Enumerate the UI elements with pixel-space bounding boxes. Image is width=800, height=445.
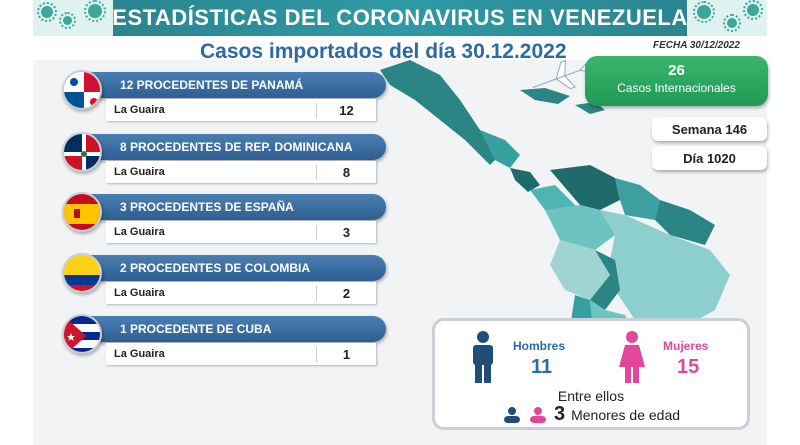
dominican-republic-flag-icon	[62, 132, 102, 172]
count-value: 3	[316, 224, 376, 240]
list-item: La Guaira 12	[106, 99, 376, 121]
week-badge: Semana 146	[652, 117, 767, 141]
country-row-dominican-republic: 8 PROCEDENTES DE REP. DOMINICANA La Guai…	[62, 132, 392, 186]
spain-flag-icon	[62, 192, 102, 232]
list-item: La Guaira 1	[106, 343, 376, 365]
count-value: 1	[316, 346, 376, 362]
panama-flag-icon	[62, 70, 102, 110]
country-header: 8 PROCEDENTES DE REP. DOMINICANA	[80, 134, 386, 160]
virus-decoration-icon	[33, 0, 113, 36]
country-row-spain: 3 PROCEDENTES DE ESPAÑA La Guaira 3	[62, 192, 392, 246]
subtitle: Casos importados del día 30.12.2022	[200, 40, 567, 63]
woman-icon	[619, 331, 645, 383]
minors-count: 3	[553, 403, 566, 425]
country-header: 12 PROCEDENTES DE PANAMÁ	[80, 72, 386, 98]
place-label: La Guaira	[114, 166, 165, 178]
country-row-cuba: 1 PROCEDENTE DE CUBA La Guaira 1	[62, 314, 392, 368]
date-label: FECHA 30/12/2022	[653, 40, 740, 51]
day-badge: Día 1020	[652, 146, 767, 170]
count-value: 12	[316, 102, 376, 118]
girl-icon	[529, 406, 546, 423]
country-row-colombia: 2 PROCEDENTES DE COLOMBIA La Guaira 2	[62, 253, 392, 307]
virus-decoration-icon	[687, 0, 767, 36]
page-title: ESTADÍSTICAS DEL CORONAVIRUS EN VENEZUEL…	[112, 5, 688, 30]
list-item: La Guaira 2	[106, 282, 376, 304]
country-header: 2 PROCEDENTES DE COLOMBIA	[80, 255, 386, 281]
colombia-flag-icon	[62, 253, 102, 293]
man-icon	[473, 331, 493, 383]
place-label: La Guaira	[114, 348, 165, 360]
title-banner: ESTADÍSTICAS DEL CORONAVIRUS EN VENEZUEL…	[33, 0, 767, 36]
place-label: La Guaira	[114, 104, 165, 116]
count-value: 2	[316, 285, 376, 301]
country-header: 3 PROCEDENTES DE ESPAÑA	[80, 194, 386, 220]
list-item: La Guaira 3	[106, 221, 376, 243]
list-item: La Guaira 8	[106, 161, 376, 183]
boy-icon	[503, 406, 520, 423]
women-count: 15	[677, 356, 700, 378]
country-header: 1 PROCEDENTE DE CUBA	[80, 316, 386, 342]
among-label: Entre ellos	[557, 388, 625, 404]
country-row-panama: 12 PROCEDENTES DE PANAMÁ La Guaira 12	[62, 70, 392, 124]
international-cases-card: 26 Casos Internacionales	[585, 56, 768, 106]
international-count: 26	[668, 62, 685, 79]
place-label: La Guaira	[114, 287, 165, 299]
cuba-flag-icon	[62, 314, 102, 354]
men-count: 11	[531, 356, 553, 378]
gender-summary-card: Hombres 11 Mujeres 15 Entre ellos 3 Meno…	[432, 318, 750, 430]
place-label: La Guaira	[114, 226, 165, 238]
international-label: Casos Internacionales	[617, 81, 736, 95]
minors-label: Menores de edad	[571, 406, 681, 423]
women-label: Mujeres	[663, 339, 709, 353]
count-value: 8	[316, 164, 376, 180]
men-label: Hombres	[513, 339, 566, 353]
